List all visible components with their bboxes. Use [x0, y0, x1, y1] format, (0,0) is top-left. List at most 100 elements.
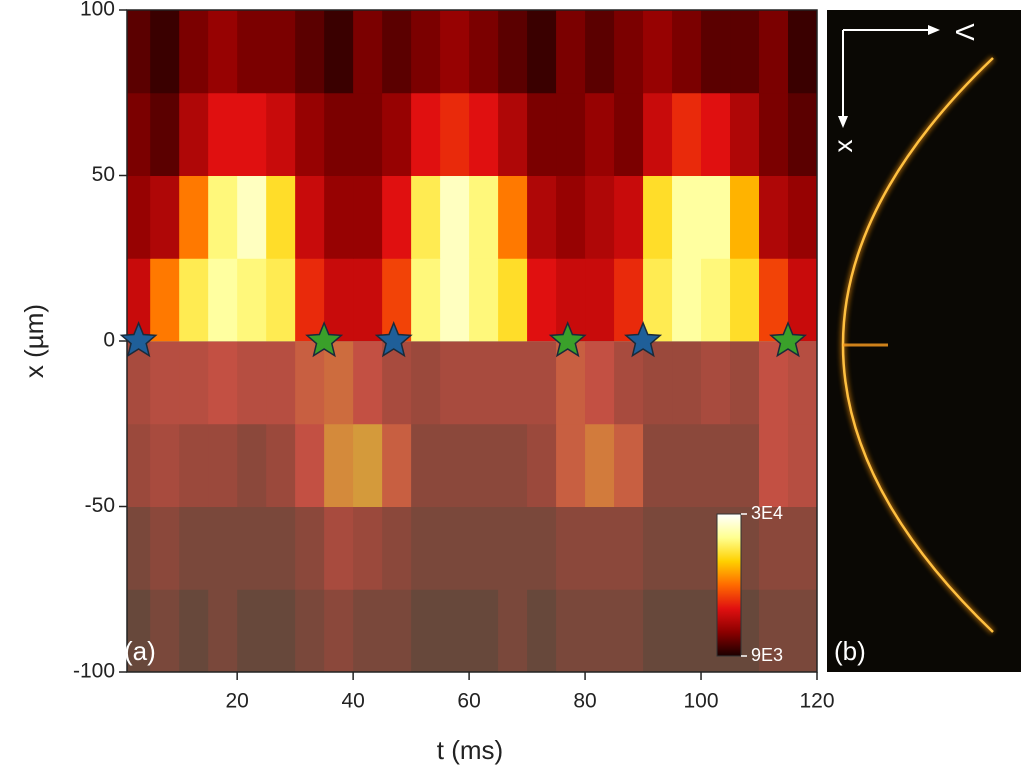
heat-cell: [382, 589, 412, 672]
heat-cell: [411, 506, 441, 590]
heat-cell: [266, 10, 296, 94]
star-marker: [769, 321, 807, 358]
heat-cell: [179, 506, 209, 590]
y-tick-label: 0: [103, 329, 115, 352]
heat-cell: [788, 258, 817, 342]
heat-cell: [179, 423, 209, 507]
heat-cell: [614, 92, 644, 176]
heat-cell: [730, 341, 760, 425]
y-axis-label: x (µm): [19, 304, 49, 378]
heat-cell: [237, 10, 267, 94]
heat-cell: [672, 423, 702, 507]
heat-cell: [440, 10, 470, 94]
heat-cell: [469, 589, 499, 672]
heat-cell: [527, 589, 557, 672]
heat-cell: [411, 423, 441, 507]
heat-cell: [353, 175, 383, 259]
colorbar-tick-label: 9E3: [751, 645, 783, 665]
heat-cell: [266, 589, 296, 672]
heat-cell: [672, 258, 702, 342]
heat-cell: [179, 10, 209, 94]
colorbar-tick-label: 3E4: [751, 503, 783, 523]
panel-label: (a): [124, 636, 156, 666]
heat-cell: [237, 175, 267, 259]
heat-cell: [324, 258, 354, 342]
heat-cell: [585, 92, 615, 176]
heat-cell: [440, 341, 470, 425]
colorbar: [716, 513, 742, 657]
heat-cell: [150, 506, 180, 590]
heat-cell: [643, 175, 673, 259]
heat-cell: [759, 175, 789, 259]
heat-cell: [556, 589, 586, 672]
heat-cell: [672, 10, 702, 94]
heat-cell: [237, 589, 267, 672]
heat-cell: [440, 506, 470, 590]
heat-cell: [498, 423, 528, 507]
heat-cell: [127, 10, 151, 94]
heat-cell: [266, 506, 296, 590]
heat-cell: [469, 175, 499, 259]
heat-cell: [759, 589, 789, 672]
heat-cell: [127, 175, 151, 259]
x-tick-label: 100: [684, 690, 719, 713]
heat-cell: [150, 423, 180, 507]
heat-cell: [127, 258, 151, 342]
heat-cell: [237, 506, 267, 590]
heat-cell: [730, 10, 760, 94]
y-tick-label: 50: [92, 163, 115, 186]
heat-cell: [469, 258, 499, 342]
star-marker: [374, 321, 413, 358]
heat-cell: [759, 10, 789, 94]
heat-cell: [179, 258, 209, 342]
heat-cell: [527, 175, 557, 259]
heat-cell: [208, 92, 238, 176]
heat-cell: [643, 423, 673, 507]
heat-cell: [208, 589, 238, 672]
heat-cell: [527, 10, 557, 94]
heat-cell: [730, 423, 760, 507]
heat-cell: [672, 341, 702, 425]
heat-cell: [585, 589, 615, 672]
heat-cell: [266, 423, 296, 507]
heat-cell: [759, 506, 789, 590]
x-axis-label: t (ms): [437, 735, 503, 765]
heat-cell: [208, 10, 238, 94]
heat-cell: [556, 92, 586, 176]
heat-cell: [643, 258, 673, 342]
x-tick-label: 40: [341, 690, 364, 713]
heat-cell: [237, 92, 267, 176]
heat-cell: [527, 341, 557, 425]
heat-cell: [440, 589, 470, 672]
heat-cell: [440, 258, 470, 342]
heat-cell: [324, 92, 354, 176]
heat-cell: [614, 341, 644, 425]
heat-cell: [527, 258, 557, 342]
heat-cell: [614, 506, 644, 590]
heat-cell: [701, 341, 731, 425]
heat-cell: [266, 258, 296, 342]
heat-cell: [382, 92, 412, 176]
heat-cell: [295, 589, 325, 672]
heat-cell: [324, 10, 354, 94]
heat-cell: [208, 341, 238, 425]
heat-cell: [127, 423, 151, 507]
heat-cell: [614, 258, 644, 342]
heat-cell: [127, 589, 151, 672]
heat-cell: [469, 92, 499, 176]
arrow-head: [928, 25, 940, 35]
heat-cell: [127, 92, 151, 176]
heat-cell: [179, 589, 209, 672]
heat-cell: [643, 341, 673, 425]
heat-cell: [179, 341, 209, 425]
heat-cell: [382, 506, 412, 590]
heat-cell: [208, 506, 238, 590]
axis-label-x: x: [828, 140, 858, 153]
y-tick-label: 100: [80, 0, 115, 21]
heat-cell: [759, 423, 789, 507]
heat-cell: [179, 92, 209, 176]
heat-cell: [701, 10, 731, 94]
heat-cell: [585, 258, 615, 342]
heat-cell: [382, 258, 412, 342]
heat-cell: [701, 258, 731, 342]
